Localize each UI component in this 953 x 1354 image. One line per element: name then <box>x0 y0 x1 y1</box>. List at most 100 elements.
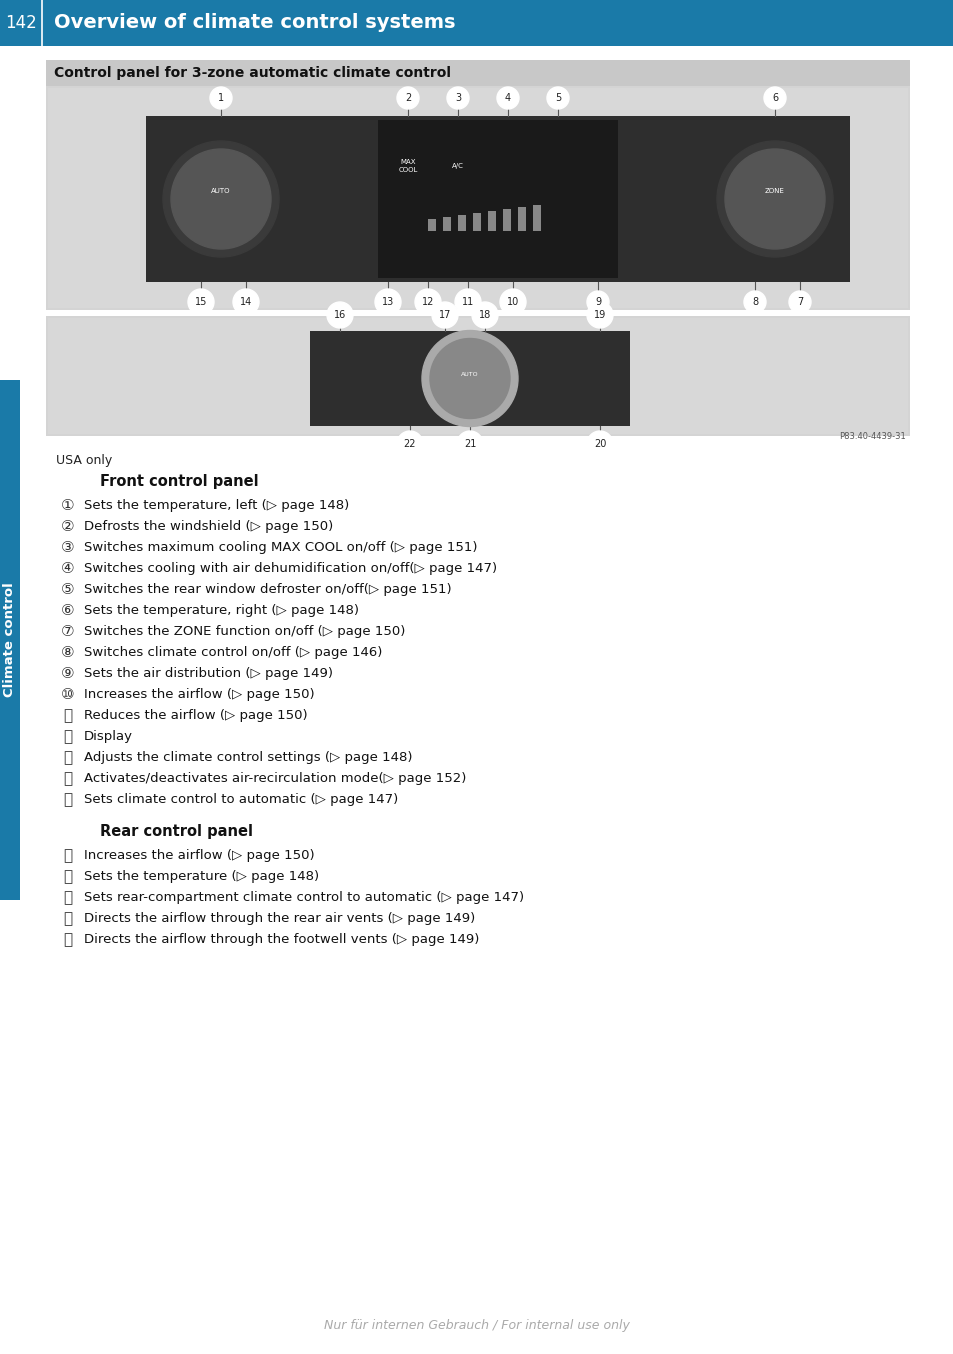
Text: Sets rear-compartment climate control to automatic (▷ page 147): Sets rear-compartment climate control to… <box>84 891 523 904</box>
Bar <box>442 217 451 232</box>
Text: 14: 14 <box>239 297 252 307</box>
Circle shape <box>188 288 213 315</box>
Text: ⑩: ⑩ <box>61 686 74 701</box>
Text: USA only: USA only <box>56 454 112 467</box>
Text: ⑧: ⑧ <box>61 645 74 659</box>
Text: ⑭: ⑭ <box>63 770 72 787</box>
Text: 22: 22 <box>403 439 416 450</box>
Circle shape <box>396 87 418 110</box>
Text: ③: ③ <box>61 540 74 555</box>
Circle shape <box>163 141 278 257</box>
Text: Switches maximum cooling MAX COOL on/off (▷ page 151): Switches maximum cooling MAX COOL on/off… <box>84 542 477 554</box>
Circle shape <box>421 330 517 427</box>
Text: Increases the airflow (▷ page 150): Increases the airflow (▷ page 150) <box>84 849 314 862</box>
Text: MAX
COOL: MAX COOL <box>398 160 417 172</box>
Text: ⑥: ⑥ <box>61 603 74 617</box>
Circle shape <box>586 302 613 328</box>
Bar <box>46 87 909 310</box>
Circle shape <box>737 161 812 237</box>
Bar <box>533 204 540 232</box>
Text: Switches the ZONE function on/off (▷ page 150): Switches the ZONE function on/off (▷ pag… <box>84 626 405 638</box>
Bar <box>502 209 511 232</box>
Circle shape <box>327 302 353 328</box>
Text: Rear control panel: Rear control panel <box>100 825 253 839</box>
Text: ⑲: ⑲ <box>63 911 72 926</box>
Text: Sets climate control to automatic (▷ page 147): Sets climate control to automatic (▷ pag… <box>84 793 397 806</box>
Text: Defrosts the windshield (▷ page 150): Defrosts the windshield (▷ page 150) <box>84 520 333 533</box>
Bar <box>146 116 849 282</box>
Text: ⑳: ⑳ <box>63 932 72 946</box>
Text: ⑦: ⑦ <box>61 624 74 639</box>
Text: Sets the temperature (▷ page 148): Sets the temperature (▷ page 148) <box>84 871 319 883</box>
Text: 5: 5 <box>555 93 560 103</box>
Text: Reduces the airflow (▷ page 150): Reduces the airflow (▷ page 150) <box>84 709 307 722</box>
Bar <box>428 219 436 232</box>
Circle shape <box>546 87 568 110</box>
Circle shape <box>193 171 249 227</box>
Text: Front control panel: Front control panel <box>100 474 258 489</box>
Bar <box>517 207 525 232</box>
Text: ⑤: ⑤ <box>61 582 74 597</box>
Circle shape <box>586 431 613 458</box>
Text: ⑱: ⑱ <box>63 890 72 904</box>
Text: 19: 19 <box>594 310 605 320</box>
Circle shape <box>455 288 480 315</box>
Circle shape <box>472 302 497 328</box>
Circle shape <box>763 87 785 110</box>
Circle shape <box>183 161 258 237</box>
Circle shape <box>432 302 457 328</box>
Text: Climate control: Climate control <box>4 582 16 697</box>
Text: 21: 21 <box>463 439 476 450</box>
Text: Adjusts the climate control settings (▷ page 148): Adjusts the climate control settings (▷ … <box>84 751 412 764</box>
Text: ②: ② <box>61 519 74 533</box>
Text: Switches the rear window defroster on/off(▷ page 151): Switches the rear window defroster on/of… <box>84 584 451 596</box>
Text: AUTO: AUTO <box>460 372 478 376</box>
Text: 8: 8 <box>751 297 758 307</box>
Text: ④: ④ <box>61 561 74 575</box>
Text: Directs the airflow through the footwell vents (▷ page 149): Directs the airflow through the footwell… <box>84 933 478 946</box>
Circle shape <box>499 288 525 315</box>
Circle shape <box>396 431 422 458</box>
Bar <box>46 315 909 436</box>
Text: ⑪: ⑪ <box>63 708 72 723</box>
Text: 7: 7 <box>796 297 802 307</box>
Text: P83.40-4439-31: P83.40-4439-31 <box>839 432 905 441</box>
Text: Nur für internen Gebrauch / For internal use only: Nur für internen Gebrauch / For internal… <box>324 1319 629 1331</box>
Circle shape <box>586 291 608 313</box>
Bar <box>488 211 496 232</box>
Circle shape <box>447 87 469 110</box>
Text: Increases the airflow (▷ page 150): Increases the airflow (▷ page 150) <box>84 688 314 701</box>
Text: 6: 6 <box>771 93 778 103</box>
Bar <box>310 330 629 427</box>
Circle shape <box>439 348 499 409</box>
Text: Overview of climate control systems: Overview of climate control systems <box>54 14 455 32</box>
Bar <box>473 213 480 232</box>
Circle shape <box>497 87 518 110</box>
Bar <box>48 88 907 307</box>
Text: 142: 142 <box>5 14 37 32</box>
Bar <box>48 318 907 435</box>
Text: A/C: A/C <box>452 162 463 169</box>
Text: Display: Display <box>84 730 132 743</box>
Circle shape <box>746 171 802 227</box>
Circle shape <box>210 87 232 110</box>
Text: 4: 4 <box>504 93 511 103</box>
Bar <box>0 0 953 46</box>
Bar <box>457 215 465 232</box>
Circle shape <box>743 291 765 313</box>
Text: ⑨: ⑨ <box>61 666 74 681</box>
Text: 17: 17 <box>438 310 451 320</box>
Text: Directs the airflow through the rear air vents (▷ page 149): Directs the airflow through the rear air… <box>84 913 475 925</box>
Text: Control panel for 3-zone automatic climate control: Control panel for 3-zone automatic clima… <box>54 66 451 80</box>
Text: ⑰: ⑰ <box>63 869 72 884</box>
Bar <box>377 121 618 278</box>
Text: AUTO: AUTO <box>211 188 231 194</box>
Circle shape <box>171 149 271 249</box>
Text: 15: 15 <box>194 297 207 307</box>
Text: ⑬: ⑬ <box>63 750 72 765</box>
Circle shape <box>717 141 832 257</box>
Text: 13: 13 <box>381 297 394 307</box>
Text: 16: 16 <box>334 310 346 320</box>
Text: ZONE: ZONE <box>764 188 784 194</box>
Text: ⑫: ⑫ <box>63 728 72 743</box>
